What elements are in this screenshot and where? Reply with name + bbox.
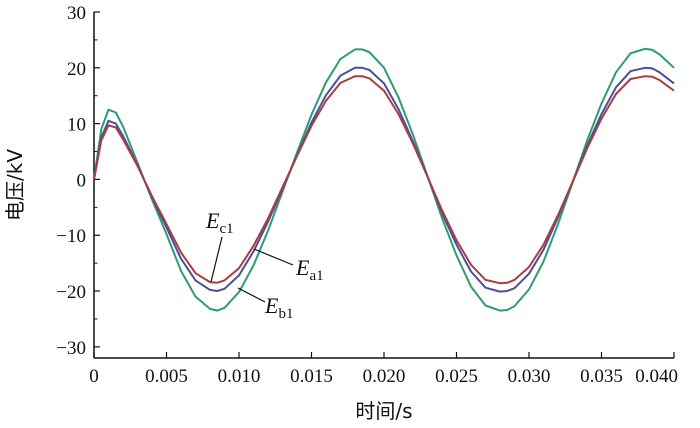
annotation-label-c1: Ec1 [205, 208, 234, 237]
x-tick-label: 0.025 [435, 366, 478, 387]
y-tick-label: −10 [56, 226, 86, 247]
y-tick-label: 0 [77, 170, 87, 191]
x-tick-label: 0 [89, 366, 99, 387]
annotation-leader-a1 [253, 248, 294, 266]
x-tick-label: 0.010 [218, 366, 261, 387]
x-tick-label: 0.020 [363, 366, 406, 387]
y-tick-label: 30 [67, 3, 86, 24]
axes [93, 12, 674, 359]
y-axis-title: 电压/kV [3, 149, 27, 221]
y-ticks: −30 −20 −10 0 10 20 30 [56, 3, 100, 359]
series-line-eb1 [93, 47, 675, 312]
x-tick-label: 0.035 [580, 366, 623, 387]
annotation-label-b1: Eb1 [264, 293, 293, 322]
x-tick-label: 0.030 [508, 366, 551, 387]
annotation-leader-c1 [210, 236, 223, 283]
y-tick-label: 20 [67, 59, 86, 80]
x-axis-title: 时间/s [355, 399, 412, 423]
y-tick-label: 10 [67, 115, 86, 136]
x-tick-label: 0.005 [145, 366, 188, 387]
x-tick-label: 0.015 [290, 366, 333, 387]
y-tick-label: −30 [56, 338, 86, 359]
x-ticks: 0 0.005 0.010 0.015 0.020 0.025 0.030 0.035 0.04… [89, 352, 678, 387]
annotation-leader-b1 [237, 287, 266, 303]
series-line-ec1 [93, 75, 675, 285]
annotation-label-a1: Ea1 [295, 255, 324, 284]
series-line-ea1 [93, 66, 675, 293]
x-tick-label: 0.040 [635, 366, 678, 387]
series-layer [93, 47, 675, 312]
y-tick-label: −20 [56, 282, 86, 303]
